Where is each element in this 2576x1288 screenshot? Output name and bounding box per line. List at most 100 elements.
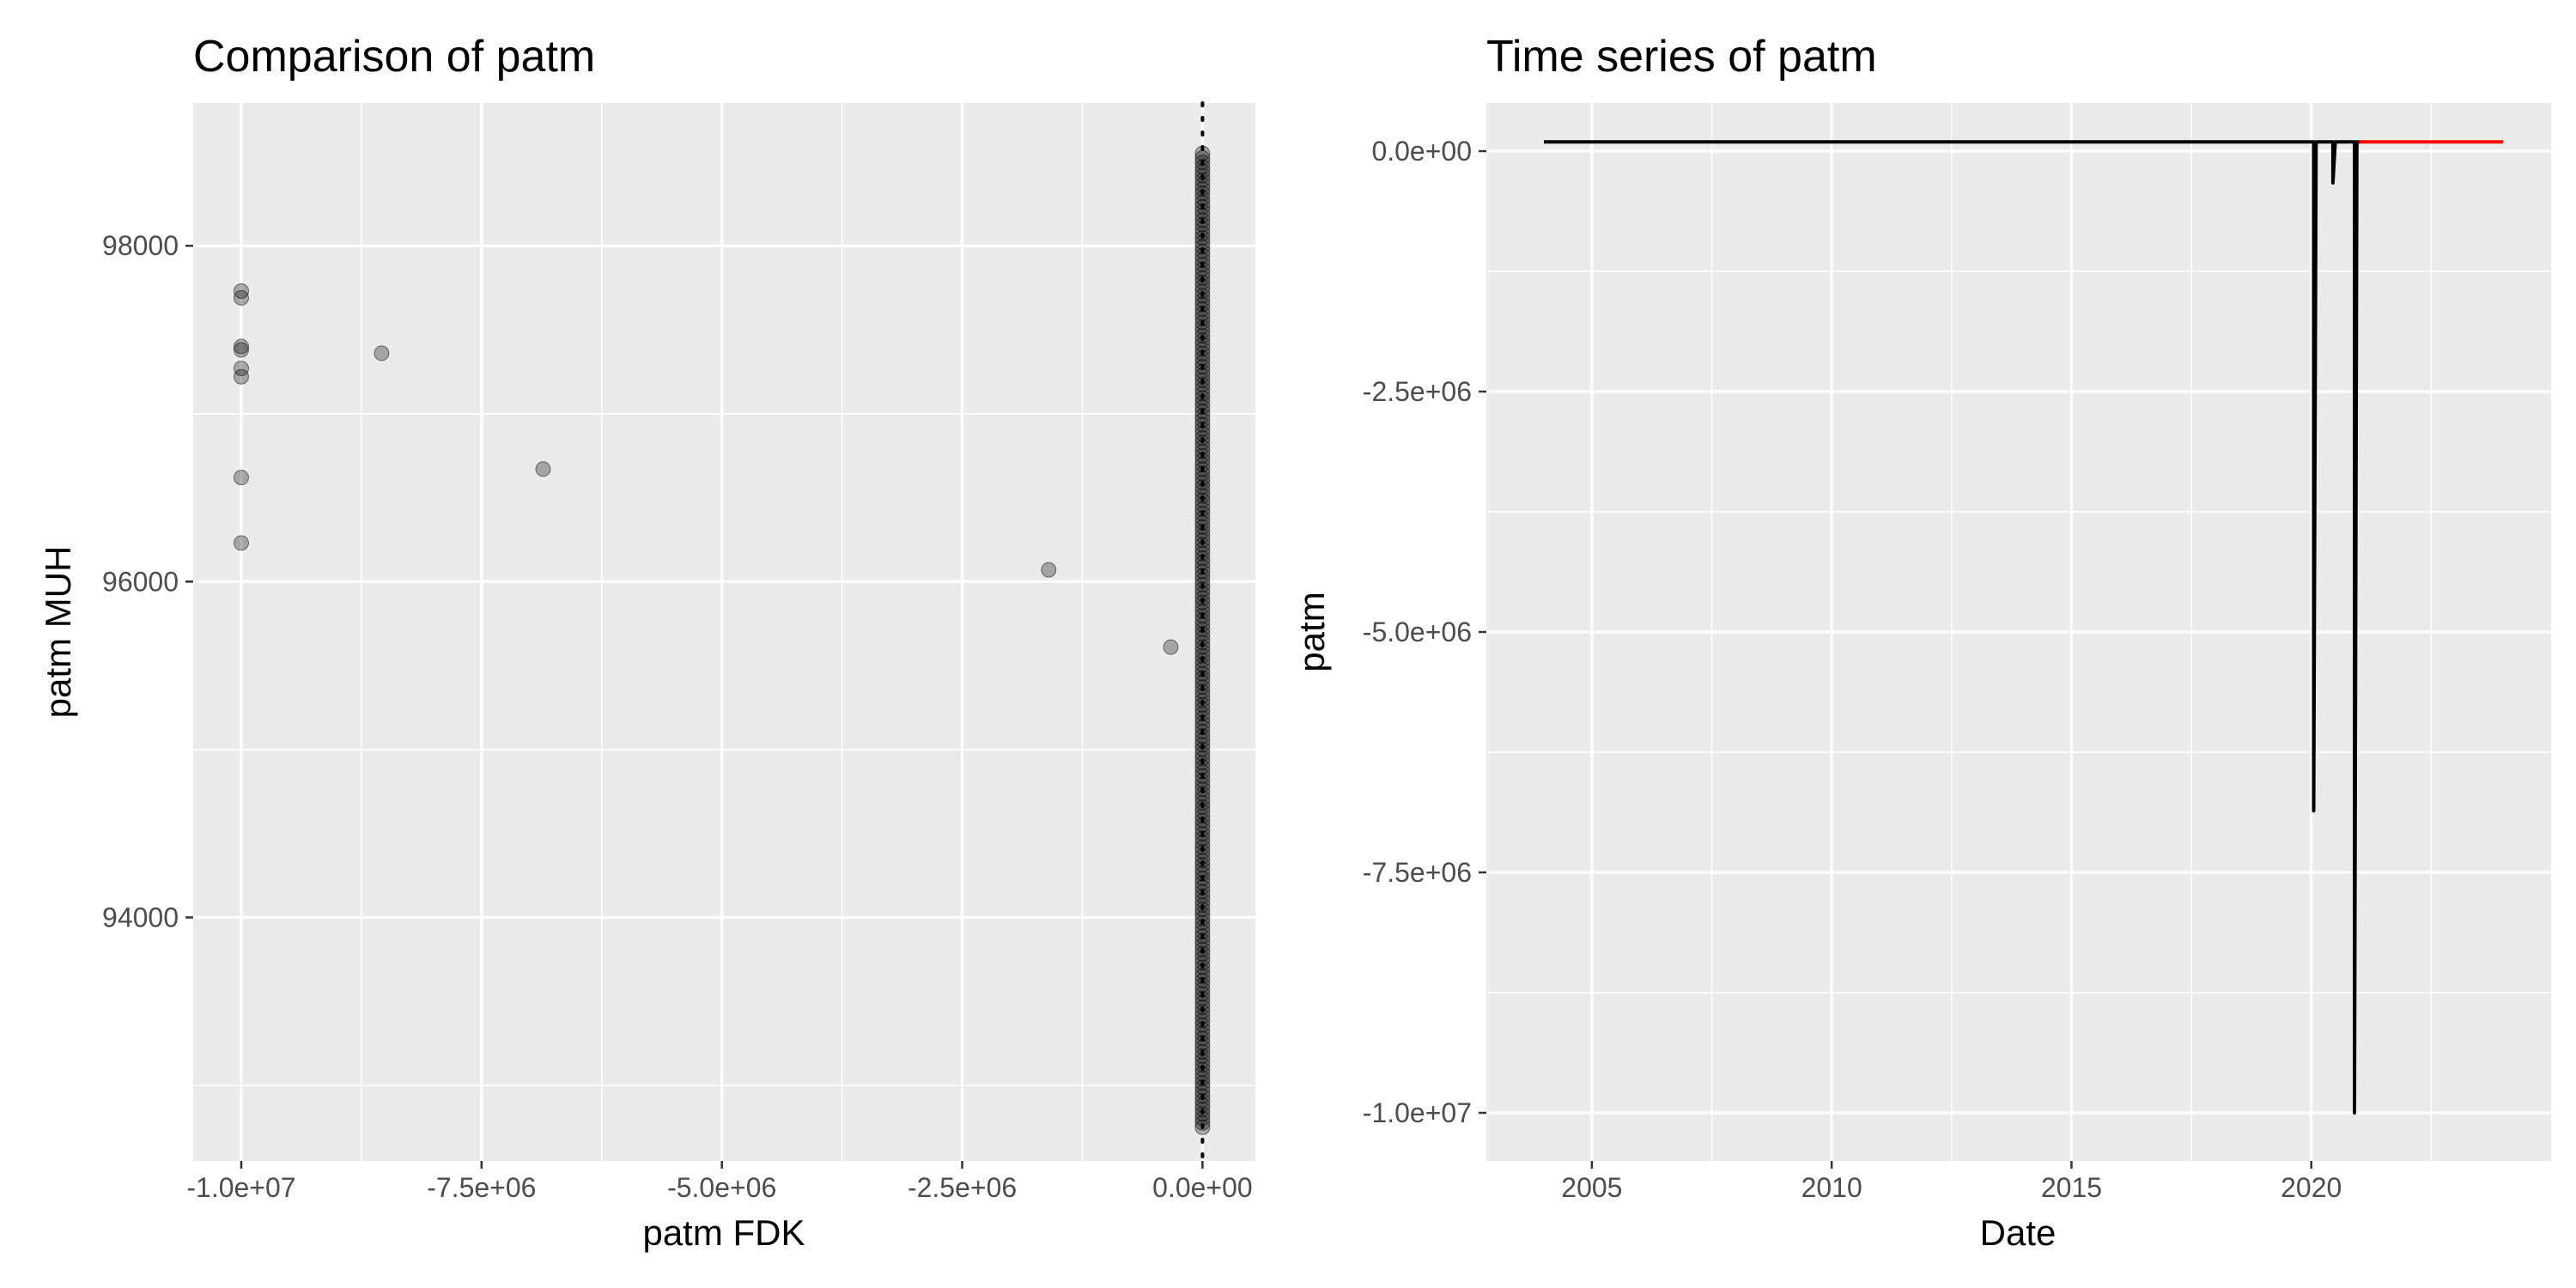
scatter-point <box>1194 430 1211 447</box>
scatter-point <box>1194 359 1211 375</box>
scatter-point <box>1194 550 1211 566</box>
timeseries-title: Time series of patm <box>1486 32 1877 82</box>
scatter-point <box>1194 1057 1211 1073</box>
scatter-point <box>1194 826 1211 842</box>
scatter-point <box>1194 1084 1211 1100</box>
scatter-plot-background <box>193 103 1255 1161</box>
scatter-point <box>1194 821 1211 837</box>
scatter-y-tick-label: 94000 <box>102 902 179 933</box>
scatter-point <box>1194 390 1211 406</box>
scatter-point <box>1194 1017 1211 1033</box>
scatter-point <box>1194 394 1211 410</box>
scatter-point <box>1194 843 1211 860</box>
timeseries-y-tick-label: -2.5e+06 <box>1363 376 1472 407</box>
timeseries-x-axis-title: Date <box>1980 1212 2057 1253</box>
scatter-x-tick-label: -5.0e+06 <box>667 1172 776 1203</box>
scatter-point <box>1194 653 1211 669</box>
scatter-point <box>1194 741 1211 757</box>
scatter-point <box>1194 621 1211 637</box>
scatter-point <box>1194 212 1211 228</box>
scatter-point <box>535 461 551 477</box>
scatter-point <box>1194 310 1211 326</box>
scatter-point <box>1194 812 1211 829</box>
scatter-point <box>1194 1048 1211 1065</box>
timeseries-x-tick-label: 2005 <box>1561 1172 1622 1203</box>
scatter-point <box>1194 439 1211 455</box>
scatter-point <box>1194 945 1211 962</box>
scatter-point <box>1194 167 1211 184</box>
scatter-point <box>1194 328 1211 344</box>
scatter-point <box>1194 234 1211 251</box>
scatter-point <box>1194 875 1211 891</box>
scatter-point <box>1194 337 1211 353</box>
scatter-point <box>1194 1097 1211 1113</box>
scatter-point <box>1194 1035 1211 1051</box>
scatter-point <box>1194 252 1211 268</box>
scatter-point <box>1194 203 1211 219</box>
scatter-point <box>1194 537 1211 553</box>
scatter-point <box>1194 702 1211 718</box>
timeseries-y-tick-label: -7.5e+06 <box>1363 857 1472 888</box>
scatter-point <box>1194 306 1211 322</box>
scatter-point <box>1194 296 1211 313</box>
scatter-point <box>1194 176 1211 192</box>
scatter-point <box>1194 794 1211 811</box>
scatter-point <box>1194 470 1211 486</box>
scatter-point <box>1194 737 1211 753</box>
scatter-point <box>1194 884 1211 900</box>
scatter-point <box>1194 541 1211 557</box>
timeseries-x-tick-label: 2020 <box>2281 1172 2342 1203</box>
scatter-point <box>1194 924 1211 940</box>
scatter-point <box>1194 755 1211 771</box>
scatter-point <box>1194 937 1211 953</box>
scatter-point <box>1194 1066 1211 1082</box>
scatter-point <box>1194 283 1211 300</box>
scatter-points <box>233 145 1211 1135</box>
scatter-point <box>1194 465 1211 482</box>
scatter-point <box>1194 555 1211 571</box>
scatter-point <box>1194 626 1211 642</box>
scatter-point <box>1194 155 1211 171</box>
scatter-point <box>1194 888 1211 904</box>
scatter-point <box>374 345 390 361</box>
scatter-point <box>1194 896 1211 913</box>
scatter-point <box>1194 404 1211 420</box>
scatter-point <box>233 360 249 376</box>
scatter-point <box>1194 835 1211 851</box>
scatter-point <box>1194 941 1211 957</box>
scatter-point <box>1194 661 1211 677</box>
scatter-point <box>1194 243 1211 259</box>
scatter-point <box>1194 848 1211 864</box>
scatter-point <box>1194 977 1211 993</box>
scatter-point <box>1194 688 1211 704</box>
scatter-point <box>1194 270 1211 286</box>
scatter-point <box>233 368 249 385</box>
scatter-point <box>1194 1079 1211 1096</box>
scatter-point <box>1194 572 1211 588</box>
scatter-x-tick-label: -1.0e+07 <box>186 1172 295 1203</box>
timeseries-line-black <box>1544 140 2360 1115</box>
scatter-point <box>1194 185 1211 202</box>
scatter-point <box>1194 608 1211 624</box>
scatter-point <box>1194 817 1211 833</box>
scatter-point <box>1194 968 1211 984</box>
scatter-point <box>1194 532 1211 549</box>
scatter-point <box>1194 443 1211 459</box>
scatter-point <box>1194 647 1211 664</box>
scatter-point <box>1194 239 1211 255</box>
scatter-point <box>233 338 249 355</box>
scatter-point <box>1194 951 1211 967</box>
scatter-point <box>1194 190 1211 206</box>
timeseries-x-tick-label: 2015 <box>2041 1172 2102 1203</box>
scatter-point <box>1194 528 1211 544</box>
scatter-point <box>1194 706 1211 722</box>
scatter-point <box>233 283 249 300</box>
scatter-point <box>1194 198 1211 215</box>
scatter-point <box>1194 372 1211 388</box>
scatter-point <box>1194 928 1211 945</box>
timeseries-axes: 2005 2010 2015 2020 0.0e+00 -2.5e+06 -5.0e+06 -… <box>1363 136 2342 1203</box>
scatter-point <box>1194 1092 1211 1109</box>
scatter-point <box>1194 1043 1211 1060</box>
scatter-point <box>233 289 249 306</box>
scatter-point <box>1194 221 1211 237</box>
